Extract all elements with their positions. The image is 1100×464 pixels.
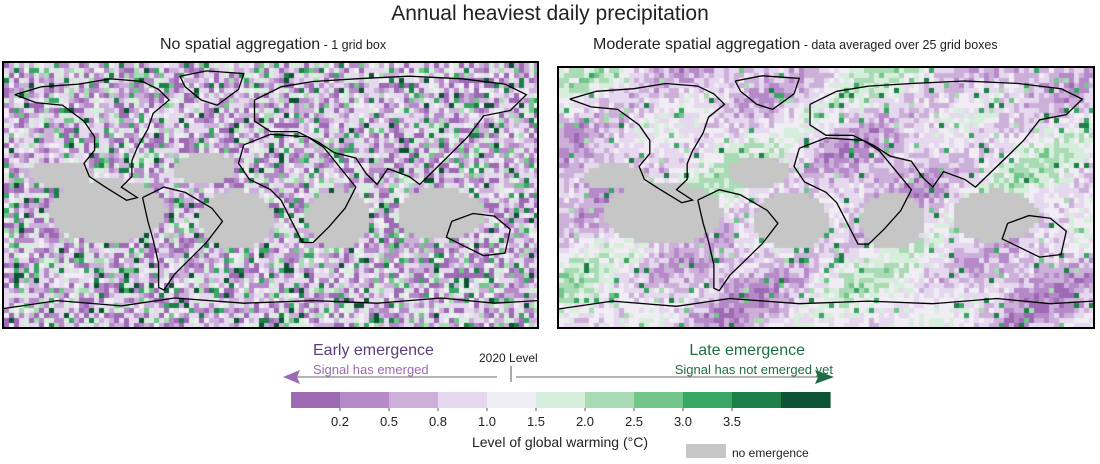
coastline xyxy=(141,186,224,291)
left-panel-title-main: No spatial aggregation xyxy=(160,36,321,53)
coastline xyxy=(237,133,357,244)
colorbar-swatch xyxy=(683,392,733,408)
left-panel-title-sub: - 1 grid box xyxy=(320,38,387,52)
level-2020-label: 2020 Level xyxy=(479,351,538,365)
coastline xyxy=(253,75,528,186)
coastline xyxy=(1001,214,1068,258)
colorbar-swatch xyxy=(732,392,782,408)
colorbar-tick-label: 0.5 xyxy=(380,414,398,429)
colorbar-tick-label: 0.8 xyxy=(429,414,447,429)
coastline xyxy=(559,297,1093,310)
late-emergence-label: Late emergence xyxy=(689,342,805,359)
colorbar-tick-label: 1.0 xyxy=(478,414,496,429)
no-emergence-swatch xyxy=(686,444,726,458)
left-map-coastlines xyxy=(4,70,537,310)
coastline xyxy=(734,75,801,111)
colorbar-swatch xyxy=(389,392,439,408)
colorbar-legend: Early emergence Signal has emerged 2020 … xyxy=(283,342,834,460)
coastline xyxy=(697,189,779,292)
colorbar-swatch xyxy=(487,392,537,408)
colorbar-tick-label: 2.0 xyxy=(576,414,594,429)
late-emergence-sublabel: Signal has not emerged yet xyxy=(675,362,834,377)
no-emergence-label: no emergence xyxy=(732,446,809,460)
colorbar-swatch xyxy=(291,392,341,408)
colorbar-swatch xyxy=(634,392,684,408)
colorbar-tick-label: 3.5 xyxy=(723,414,741,429)
figure-title: Annual heaviest daily precipitation xyxy=(391,2,709,25)
colorbar-swatch xyxy=(781,392,831,408)
coastline xyxy=(4,297,537,310)
left-map-panel xyxy=(2,61,539,329)
coastline xyxy=(793,137,913,245)
right-map-panel xyxy=(557,66,1095,329)
colorbar-tick-label: 0.2 xyxy=(331,414,349,429)
coastline xyxy=(569,82,726,204)
early-emergence-label: Early emergence xyxy=(313,342,434,359)
left-panel-title: No spatial aggregation - 1 grid box xyxy=(160,36,386,54)
right-map-grid xyxy=(559,68,1093,327)
early-emergence-sublabel: Signal has emerged xyxy=(313,362,429,377)
late-arrow-head xyxy=(815,370,834,384)
colorbar-tick-label: 2.5 xyxy=(625,414,643,429)
right-map-coastlines xyxy=(559,75,1093,310)
early-arrow-head xyxy=(283,370,300,384)
colorbar-axis-label: Level of global warming (°C) xyxy=(472,434,648,450)
coastline xyxy=(14,78,171,201)
colorbar-swatch xyxy=(438,392,488,408)
colorbar xyxy=(291,392,831,408)
colorbar-ticks: 0.2 0.5 0.8 1.0 1.5 2.0 2.5 3.0 3.5 xyxy=(331,408,741,429)
colorbar-swatch xyxy=(536,392,586,408)
right-panel-title-sub: - data averaged over 25 grid boxes xyxy=(800,38,998,52)
colorbar-swatch xyxy=(585,392,635,408)
left-map-grid xyxy=(4,63,537,327)
colorbar-tick-label: 3.0 xyxy=(674,414,692,429)
right-panel-title-main: Moderate spatial aggregation xyxy=(593,36,801,53)
right-panel-title: Moderate spatial aggregation - data aver… xyxy=(593,36,998,54)
coastline xyxy=(179,70,245,106)
coastline xyxy=(809,80,1084,189)
colorbar-tick-label: 1.5 xyxy=(527,414,545,429)
colorbar-swatch xyxy=(340,392,390,408)
coastline xyxy=(445,212,512,257)
